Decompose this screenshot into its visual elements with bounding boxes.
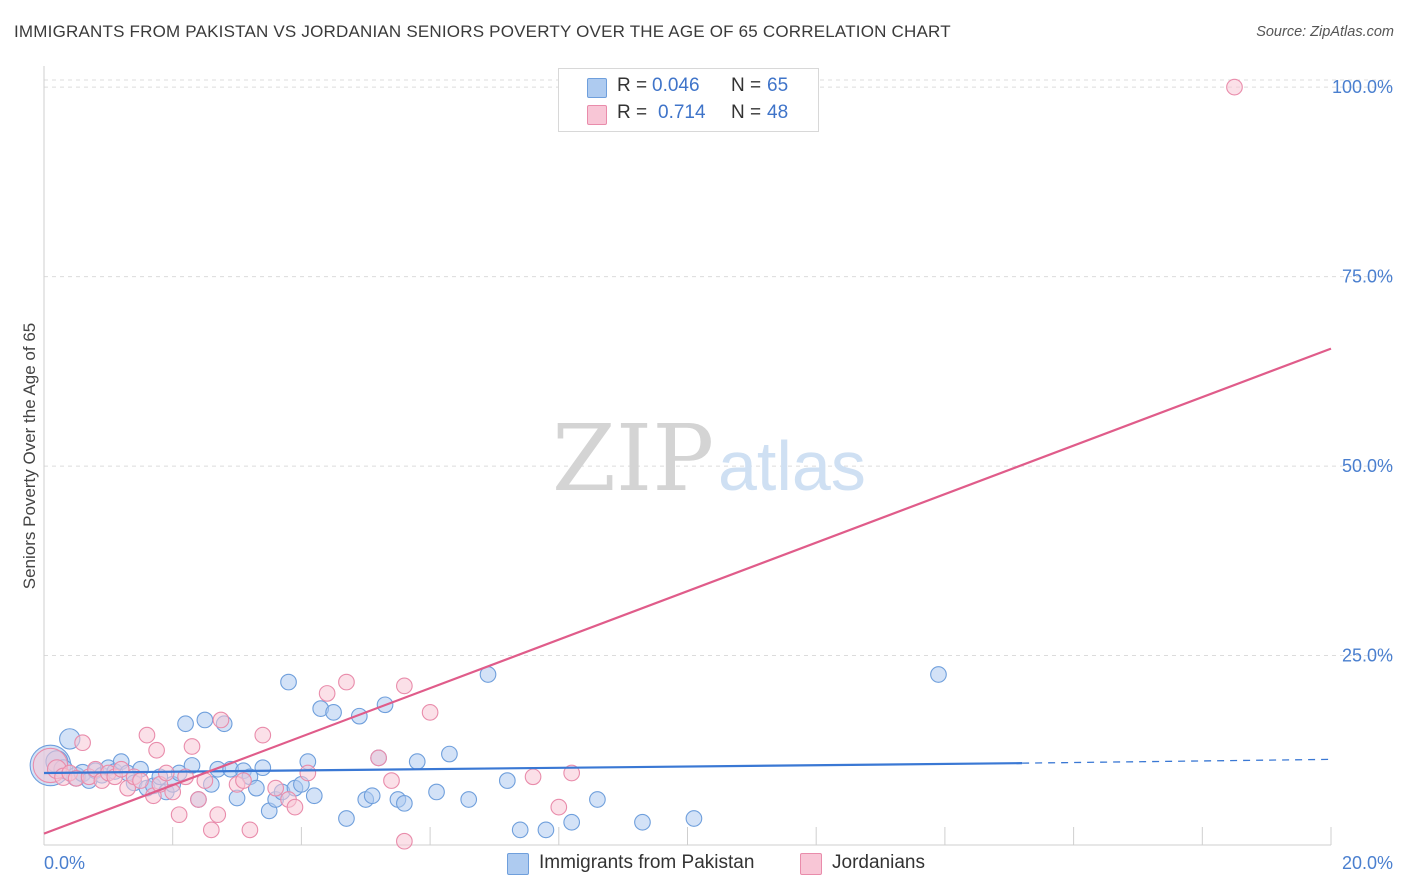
legend-r-value: 0.714 <box>658 102 706 123</box>
pakistan-point <box>408 753 426 770</box>
jordanian-trend-line <box>43 347 1332 835</box>
pakistan-point <box>685 810 703 827</box>
jordanian-point <box>254 726 272 744</box>
jordanian-point <box>318 685 336 702</box>
jordanian-point <box>74 734 91 752</box>
jordanian-point <box>235 772 252 789</box>
jordanian-point <box>170 806 188 824</box>
grid-lines <box>44 79 1391 657</box>
y-tick-label: 100.0% <box>1332 77 1393 97</box>
tick-labels: 25.0% 50.0% 75.0% 100.0% 0.0% 20.0% <box>44 77 1393 873</box>
legend-row-pakistan: R = 0.046 N = 65 <box>559 74 818 100</box>
jordanian-point <box>524 768 542 786</box>
series-label-pakistan: Immigrants from Pakistan <box>539 852 755 873</box>
jordanian-point <box>202 821 220 839</box>
y-tick-label: 75.0% <box>1342 267 1393 287</box>
legend-n-value: 48 <box>767 102 789 123</box>
pakistan-point <box>511 821 529 839</box>
pakistan-point <box>537 821 555 839</box>
pakistan-point <box>460 791 478 808</box>
chart-title: IMMIGRANTS FROM PAKISTAN VS JORDANIAN SE… <box>14 22 951 41</box>
series-label-jordanians: Jordanians <box>832 852 925 873</box>
jordanian-point <box>183 738 201 755</box>
jordanian-point <box>241 821 259 839</box>
jordanian-point <box>370 749 387 767</box>
watermark-zip: ZIP <box>552 405 714 512</box>
pakistan-point <box>563 813 581 831</box>
legend-r-label: R = <box>617 75 648 96</box>
series-swatch-jordanians <box>800 853 822 875</box>
series-swatch-pakistan <box>507 853 529 875</box>
legend-n-label: N = <box>731 102 762 123</box>
pakistan-point <box>441 745 458 763</box>
pakistan-point <box>338 810 355 827</box>
jordanian-point <box>148 741 165 759</box>
pakistan-point <box>196 711 214 729</box>
jordanian-point <box>383 772 400 789</box>
jordanian-point <box>157 764 175 782</box>
jordanian-point <box>396 832 413 850</box>
jordanian-point <box>1226 78 1243 96</box>
jordanian-point <box>132 772 149 789</box>
stats-legend: R = 0.046 N = 65 R = 0.714 N = 48 <box>558 68 819 132</box>
chart-source: Source: ZipAtlas.com <box>1256 24 1394 40</box>
jordanian-point <box>190 791 207 808</box>
watermark-atlas: atlas <box>718 427 866 505</box>
jordanian-point <box>550 798 568 816</box>
legend-row-jordanians: R = 0.714 N = 48 <box>559 101 818 127</box>
jordanian-point <box>299 764 317 782</box>
pakistan-point <box>363 787 381 805</box>
y-tick-label: 25.0% <box>1342 646 1393 666</box>
legend-n-value: 65 <box>767 75 789 96</box>
jordanian-point <box>212 711 230 729</box>
x-tick-label: 20.0% <box>1342 853 1393 873</box>
pakistan-point <box>428 783 445 801</box>
pakistan-point <box>396 794 413 812</box>
pakistan-point <box>930 666 947 683</box>
legend-swatch-pakistan <box>587 78 607 98</box>
jordanian-point <box>338 673 355 691</box>
pakistan-point <box>325 704 342 721</box>
legend-r-label: R = <box>617 102 648 123</box>
pakistan-point <box>498 772 516 789</box>
jordanian-point <box>267 779 285 797</box>
legend-r-value: 0.046 <box>652 75 700 96</box>
legend-swatch-jordanians <box>587 105 607 125</box>
jordanian-point <box>563 764 581 782</box>
y-axis-title: Seniors Poverty Over the Age of 65 <box>20 323 39 589</box>
pakistan-point <box>177 715 194 733</box>
jordanian-point <box>396 677 413 695</box>
pakistan-point <box>254 759 272 777</box>
axes <box>43 66 1332 846</box>
pakistan-point <box>305 787 323 805</box>
pakistan-point <box>634 813 651 831</box>
pakistan-point <box>280 673 297 691</box>
pakistan-trend-extension <box>1022 758 1332 764</box>
series-legend: Immigrants from Pakistan Jordanians <box>0 852 1406 878</box>
y-tick-label: 50.0% <box>1342 456 1393 476</box>
jordanian-point <box>138 726 156 744</box>
jordanian-point <box>209 806 227 824</box>
trend-lines <box>43 347 1332 835</box>
pakistan-point <box>589 791 606 808</box>
jordanian-point <box>286 798 304 816</box>
legend-n-label: N = <box>731 75 762 96</box>
x-tick-label: 0.0% <box>44 853 85 873</box>
jordanian-point <box>421 704 439 721</box>
pakistan-point <box>248 779 265 797</box>
